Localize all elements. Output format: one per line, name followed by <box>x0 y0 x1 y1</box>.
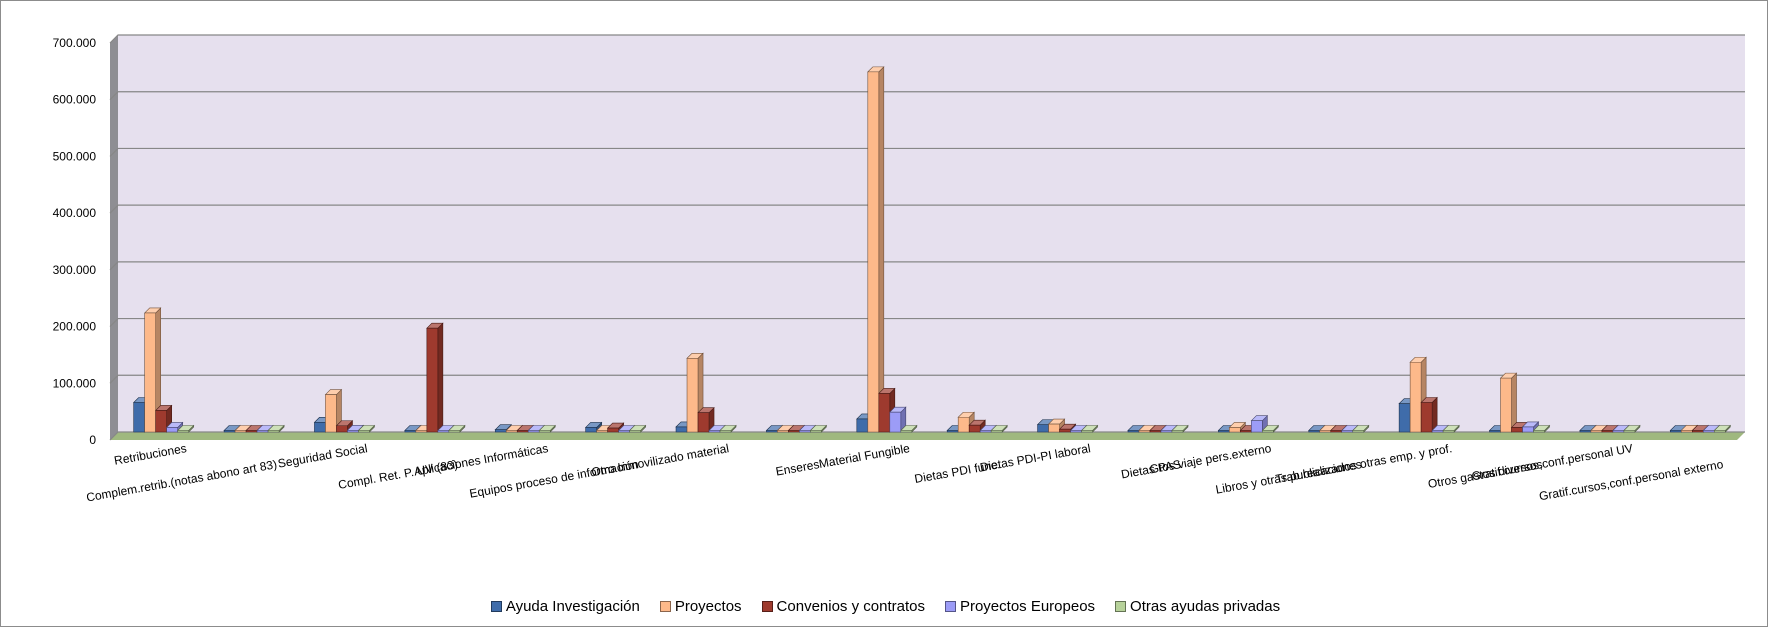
bar <box>538 424 556 433</box>
legend-item: Proyectos Europeos <box>944 598 1096 615</box>
plot-side-wall <box>110 35 118 440</box>
bar <box>1623 424 1641 433</box>
bar <box>628 424 647 433</box>
y-gridline <box>109 147 1745 157</box>
y-gridline <box>109 317 1745 327</box>
bar <box>1442 424 1460 433</box>
bar <box>426 322 444 433</box>
bar <box>1521 421 1540 433</box>
legend-item: Convenios y contratos <box>761 598 925 615</box>
y-gridline <box>109 431 1745 441</box>
bar <box>889 406 907 433</box>
bar <box>1250 414 1269 433</box>
bar <box>324 388 343 433</box>
x-category-label: Retribuciones <box>113 441 188 468</box>
x-category-label: Enseres <box>775 457 821 478</box>
y-gridline <box>109 261 1745 271</box>
bar <box>719 424 737 433</box>
y-tick-label: 500.000 <box>53 149 97 163</box>
bar <box>143 307 162 433</box>
y-tick-label: 100.000 <box>53 376 97 390</box>
x-category-label: Otro Inmovilizado material <box>590 441 730 479</box>
legend-label: Otras ayudas privadas <box>1130 598 1281 615</box>
plot-floor <box>110 432 1745 440</box>
y-tick-label: 600.000 <box>53 93 97 107</box>
bar <box>900 424 918 433</box>
bar <box>154 404 173 433</box>
bar <box>867 66 885 433</box>
bar <box>335 420 354 433</box>
x-category-label: Aplicaciones Informáticas <box>413 441 549 478</box>
bar <box>1080 424 1099 433</box>
legend-label: Ayuda Investigación <box>505 598 640 615</box>
legend-label: Proyectos Europeos <box>959 598 1096 615</box>
bar <box>1171 424 1189 433</box>
x-category-label: Seguridad Social <box>277 441 369 471</box>
bar <box>176 424 195 433</box>
bar <box>357 424 376 433</box>
legend-swatch <box>1115 601 1127 612</box>
bar <box>267 424 285 433</box>
bar <box>1532 424 1551 433</box>
x-category-label: Dietas PDI-PI laboral <box>979 441 1092 474</box>
bar <box>1713 424 1732 433</box>
legend-item: Proyectos <box>659 598 742 615</box>
plot-back-wall <box>118 35 1745 432</box>
y-tick-label: 400.000 <box>53 206 97 220</box>
legend-swatch <box>659 601 671 612</box>
y-gridline <box>109 374 1745 384</box>
chart-plot: 0 100.000 200.000 300.000 400.000 500.000 600.… <box>53 34 1745 505</box>
legend-item: Otras ayudas privadas <box>1115 598 1280 615</box>
y-gridline <box>109 34 1745 44</box>
legend-swatch <box>490 601 502 612</box>
legend-swatch <box>761 601 773 612</box>
legend-label: Convenios y contratos <box>776 598 925 615</box>
legend-label: Proyectos <box>674 598 742 615</box>
legend-swatch <box>944 601 956 612</box>
bar <box>809 424 828 433</box>
bar <box>697 406 715 433</box>
y-tick-label: 200.000 <box>53 320 97 334</box>
bar <box>448 424 466 433</box>
y-tick-label: 700.000 <box>53 36 97 50</box>
y-tick-label: 300.000 <box>53 263 97 277</box>
bar <box>1499 372 1518 433</box>
x-category-label: Gtos viaje pers.externo <box>1148 441 1272 476</box>
x-category-label: Material Fungible <box>818 441 911 471</box>
bar <box>990 424 1008 433</box>
y-tick-label: 0 <box>89 433 96 447</box>
y-gridline <box>109 204 1745 214</box>
bar <box>1420 396 1438 433</box>
y-gridline <box>109 91 1745 101</box>
bar <box>1352 424 1370 433</box>
legend-item: Ayuda Investigación <box>490 598 640 615</box>
bar <box>1261 424 1280 433</box>
chart-legend: Ayuda Investigación Proyectos Convenios y … <box>0 598 1771 616</box>
